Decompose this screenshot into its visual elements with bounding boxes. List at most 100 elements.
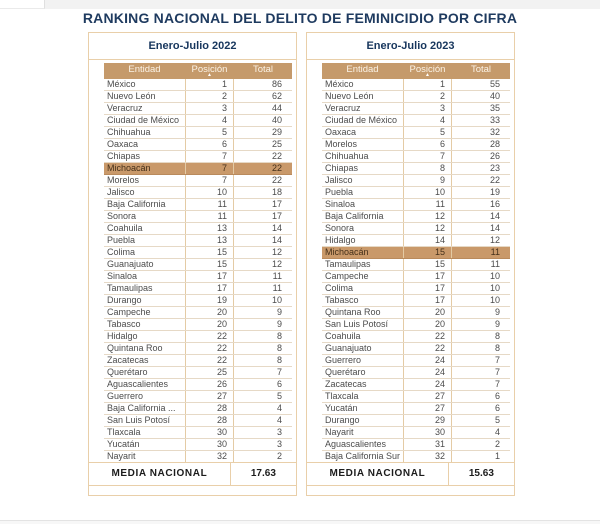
entidad-cell: Coahuila [325,331,361,341]
entidad-cell: Zacatecas [325,379,367,389]
posicion-cell: 17 [403,283,452,294]
table-row: Guerrero 27 5 [104,391,292,403]
table-header-row: Entidad Posición ▲ Total [104,63,292,79]
entidad-cell: Quintana Roo [325,307,381,317]
posicion-cell: 10 [185,187,234,198]
entidad-cell: Michoacán [325,247,369,257]
total-cell: 4 [276,415,282,425]
table-row: Durango 19 10 [104,295,292,307]
table-row: Baja California 12 14 [322,211,510,223]
period-header-2022: Enero-Julio 2022 [89,33,296,60]
table-row: México 1 55 [322,79,510,91]
table-row: Coahuila 13 14 [104,223,292,235]
posicion-cell: 12 [403,211,452,222]
entidad-cell: Sinaloa [107,271,138,281]
table-row: Puebla 13 14 [104,235,292,247]
posicion-cell: 2 [185,91,234,102]
table-row: Jalisco 10 18 [104,187,292,199]
posicion-cell: 30 [403,427,452,438]
entidad-cell: Oaxaca [325,127,357,137]
entidad-cell: Hidalgo [107,331,138,341]
column-header-total[interactable]: Total [452,63,510,79]
table-row: San Luis Potosí 28 4 [104,415,292,427]
ranking-table-2022: Entidad Posición ▲ Total México 1 86 Nuevo … [104,63,292,463]
posicion-cell: 25 [185,367,234,378]
total-cell: 35 [489,103,500,113]
page-title: RANKING NACIONAL DEL DELITO DE FEMINICID… [82,10,518,26]
entidad-cell: Nuevo León [107,91,156,101]
posicion-cell: 5 [403,127,452,138]
posicion-cell: 3 [403,103,452,114]
table-row: Aguascalientes 31 2 [322,439,510,451]
ranking-table-2023: Entidad Posición ▲ Total México 1 55 Nuevo … [322,63,510,463]
posicion-cell: 11 [185,199,234,210]
posicion-cell: 17 [403,271,452,282]
table-row: Querétaro 24 7 [322,367,510,379]
entidad-cell: Nayarit [107,451,136,461]
column-header-entidad[interactable]: Entidad [104,63,185,79]
panel-enero-julio-2022: Enero-Julio 2022 Entidad Posición ▲ Tota… [88,32,297,496]
table-row: Chihuahua 7 26 [322,151,510,163]
window-top-notch [0,0,45,9]
column-header-label: Posición [191,64,228,75]
window-top-strip [0,0,600,9]
posicion-cell: 13 [185,223,234,234]
entidad-cell: Tlaxcala [325,391,359,401]
table-row: Hidalgo 22 8 [104,331,292,343]
column-header-posicion[interactable]: Posición ▲ [185,63,234,79]
total-cell: 19 [489,187,500,197]
posicion-cell: 29 [403,415,452,426]
total-cell: 9 [494,307,500,317]
table-row: Tabasco 20 9 [104,319,292,331]
posicion-cell: 3 [185,103,234,114]
entidad-cell: Morelos [325,139,358,149]
posicion-cell: 30 [185,439,234,450]
table-row: Yucatán 27 6 [322,403,510,415]
posicion-cell: 4 [403,115,452,126]
total-cell: 7 [494,367,500,377]
entidad-cell: Campeche [325,271,369,281]
total-cell: 26 [489,151,500,161]
total-cell: 22 [271,163,282,173]
entidad-cell: México [325,79,354,89]
entidad-cell: Hidalgo [325,235,356,245]
entidad-cell: Guanajuato [325,343,372,353]
entidad-cell: Durango [107,295,142,305]
total-cell: 14 [271,235,282,245]
total-cell: 8 [494,343,500,353]
entidad-cell: Tabasco [107,319,141,329]
table-body: México 1 86 Nuevo León 2 62 Veracruz 3 44 Ciudad … [104,79,292,463]
posicion-cell: 6 [403,139,452,150]
total-cell: 14 [271,223,282,233]
entidad-cell: Yucatán [325,403,358,413]
table-row: Morelos 6 28 [322,139,510,151]
entidad-cell: Colima [325,283,354,293]
table-row: Colima 17 10 [322,283,510,295]
sort-ascending-icon: ▲ [425,72,430,78]
entidad-cell: Guerrero [107,391,144,401]
column-header-posicion[interactable]: Posición ▲ [403,63,452,79]
total-cell: 10 [489,283,500,293]
table-row: Guanajuato 15 12 [104,259,292,271]
table-row: Hidalgo 14 12 [322,235,510,247]
entidad-cell: Morelos [107,175,140,185]
table-row: Sonora 12 14 [322,223,510,235]
table-row: Ciudad de México 4 40 [104,115,292,127]
posicion-cell: 20 [403,307,452,318]
media-nacional-value: 15.63 [447,463,514,485]
posicion-cell: 11 [403,199,452,210]
entidad-cell: Chihuahua [107,127,151,137]
column-header-total[interactable]: Total [234,63,292,79]
total-cell: 3 [276,427,282,437]
posicion-cell: 2 [403,91,452,102]
total-cell: 11 [490,247,500,257]
total-cell: 11 [272,271,282,281]
column-header-entidad[interactable]: Entidad [322,63,403,79]
total-cell: 7 [276,367,282,377]
table-row: Morelos 7 22 [104,175,292,187]
table-row: Baja California ... 28 4 [104,403,292,415]
media-nacional-label: MEDIA NACIONAL [329,468,426,479]
total-cell: 4 [494,427,500,437]
entidad-cell: Tamaulipas [107,283,153,293]
table-row: Sonora 11 17 [104,211,292,223]
